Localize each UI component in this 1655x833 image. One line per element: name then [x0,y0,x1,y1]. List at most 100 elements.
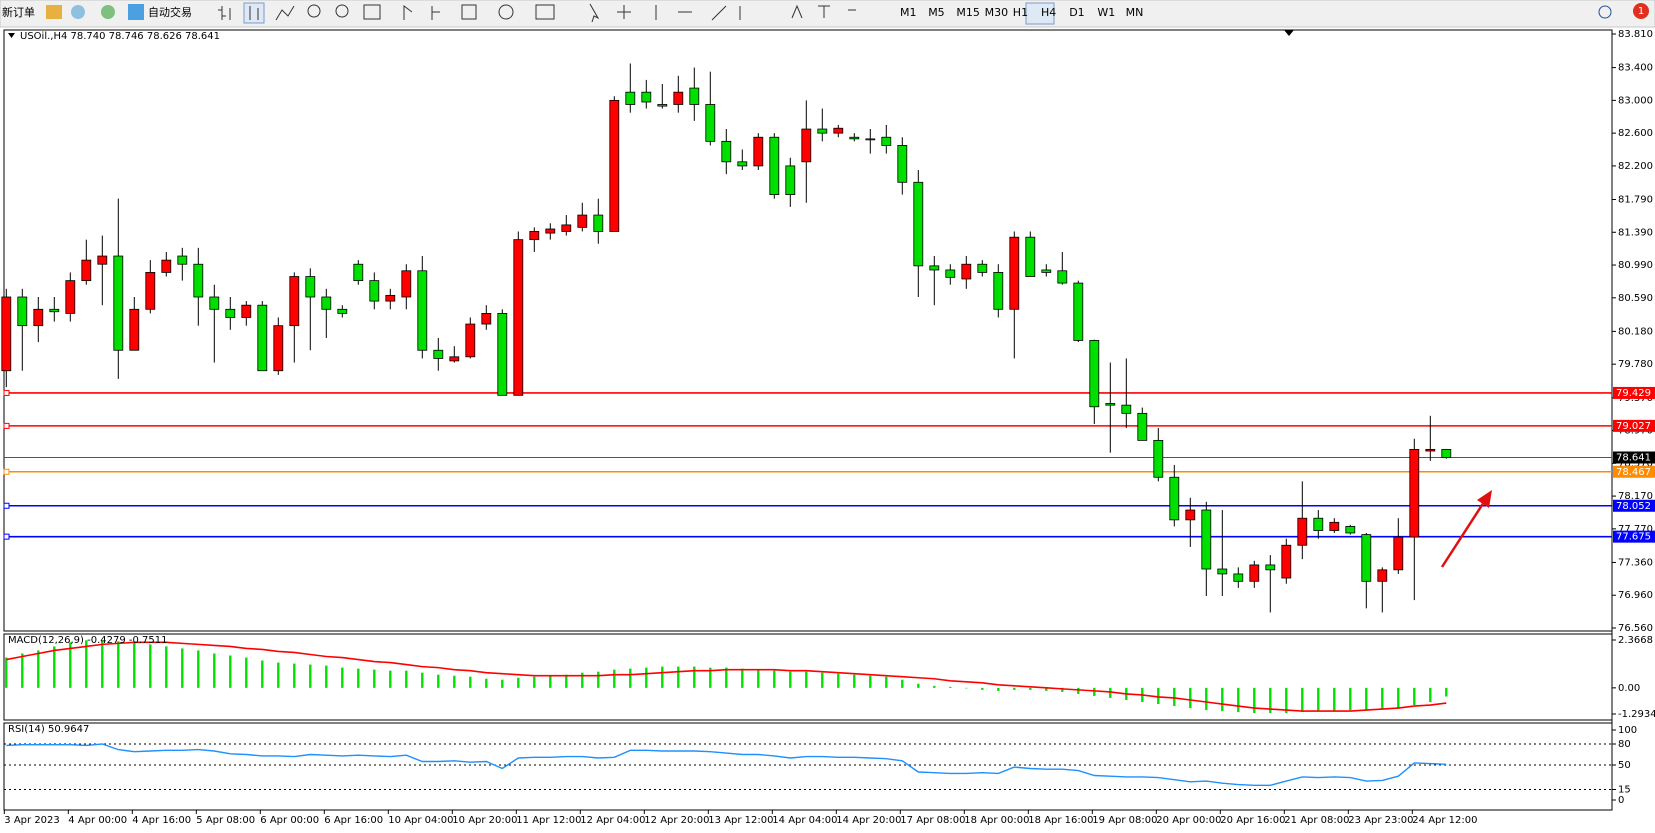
icon[interactable] [403,5,413,20]
candle-body [481,312,492,325]
candle-body [849,136,860,140]
timeframes: M1 M5 M15 M30 H1 H4 D1 W1 MN [900,6,1143,19]
candle-body [17,296,28,327]
rsi-line [6,743,1447,786]
y-tick-label: 76.960 [1618,590,1653,601]
level-price-label: 79.027 [1616,421,1651,432]
icon[interactable] [363,4,381,20]
candle-body [353,263,364,282]
macd-bar [517,677,520,688]
macd-bar [981,687,984,690]
signal-line [6,641,1447,712]
candle-body [289,276,300,327]
candle-body [433,349,444,359]
icon[interactable] [101,5,115,19]
macd-bar [1029,687,1032,690]
candle-body [401,270,412,298]
y-tick-label: 83.000 [1618,95,1653,106]
candle-body [1,296,12,372]
y-tick-label: 50 [1618,760,1631,771]
x-tick-label: 10 Apr 20:00 [452,815,517,826]
macd-bar [181,648,184,688]
macd-bar [309,664,312,688]
icon[interactable] [46,5,62,19]
macd-bar [741,668,744,688]
candle-body [593,214,604,232]
timeframe-button[interactable]: H1 [1013,6,1028,19]
candle-body [1265,564,1276,571]
panel-frame [3,722,1613,811]
candle-body [305,276,316,298]
timeframe-button[interactable]: MN [1126,6,1144,19]
candle-body [369,280,380,302]
icon[interactable] [655,5,741,21]
icon[interactable] [307,4,321,18]
icon[interactable] [218,6,231,20]
candle-body [1425,448,1436,452]
macd-bar [805,671,808,688]
auto-trade-button[interactable]: 自动交易 [148,5,192,19]
macd-bar [1301,687,1304,713]
candle-body [545,228,556,234]
icon[interactable] [335,4,349,18]
new-order-button[interactable]: 新订单 [2,5,35,19]
timeframe-button[interactable]: M5 [928,6,945,19]
macd-bar [533,676,536,688]
candle-body [1441,448,1452,458]
icon[interactable] [71,5,85,19]
candle-body [465,323,476,358]
x-tick-label: 6 Apr 00:00 [260,815,319,826]
x-tick-label: 4 Apr 16:00 [132,815,191,826]
timeframe-button[interactable]: M1 [900,6,917,19]
icon[interactable] [589,3,600,23]
icon[interactable] [275,5,295,21]
candle-body [1169,476,1180,521]
timeframe-button[interactable]: D1 [1069,6,1084,19]
y-tick-label: 100 [1618,725,1637,736]
search-icon[interactable] [1598,5,1612,19]
macd-bar [1045,687,1048,691]
macd-bar [549,675,552,688]
icon[interactable] [617,5,631,19]
macd-bar [1413,687,1416,706]
level-price-label: 78.052 [1616,501,1651,512]
macd-bar [1269,687,1272,714]
candle-body [81,259,92,282]
timeframe-button[interactable]: H4 [1041,6,1056,19]
y-tick-label: 0 [1618,795,1624,806]
macd-bar [789,671,792,688]
x-tick-label: 24 Apr 12:00 [1412,815,1477,826]
candle-body [33,308,44,327]
icon[interactable] [431,6,440,20]
macd-bar [245,657,248,688]
candle-body [577,214,588,228]
macd-bar [1253,687,1256,714]
macd-bar [629,668,632,688]
timeframe-button[interactable]: M15 [956,6,980,19]
timeframe-button[interactable]: M30 [985,6,1009,19]
candle-body [753,136,764,167]
macd-bar [165,646,168,688]
auto-trade-icon[interactable] [128,4,144,20]
icon[interactable] [498,4,514,20]
level-price-box [1613,499,1655,512]
icon[interactable] [791,4,856,19]
level-price-box [1613,530,1655,543]
icon[interactable] [249,6,259,20]
candle-body [977,263,988,273]
icon[interactable] [535,4,555,20]
candle-body [145,272,156,310]
active-timeframe [1025,2,1055,25]
macd-bar [645,667,648,688]
icon[interactable] [243,2,265,24]
macd-bar [1237,687,1240,713]
icon[interactable] [461,4,477,20]
notification-badge[interactable] [1633,3,1649,19]
macd-bar [389,670,392,688]
x-tick-label: 20 Apr 16:00 [1220,815,1285,826]
candle-body [833,127,844,134]
candle-body [561,224,572,232]
macd-bar [229,655,232,688]
timeframe-button[interactable]: W1 [1097,6,1115,19]
